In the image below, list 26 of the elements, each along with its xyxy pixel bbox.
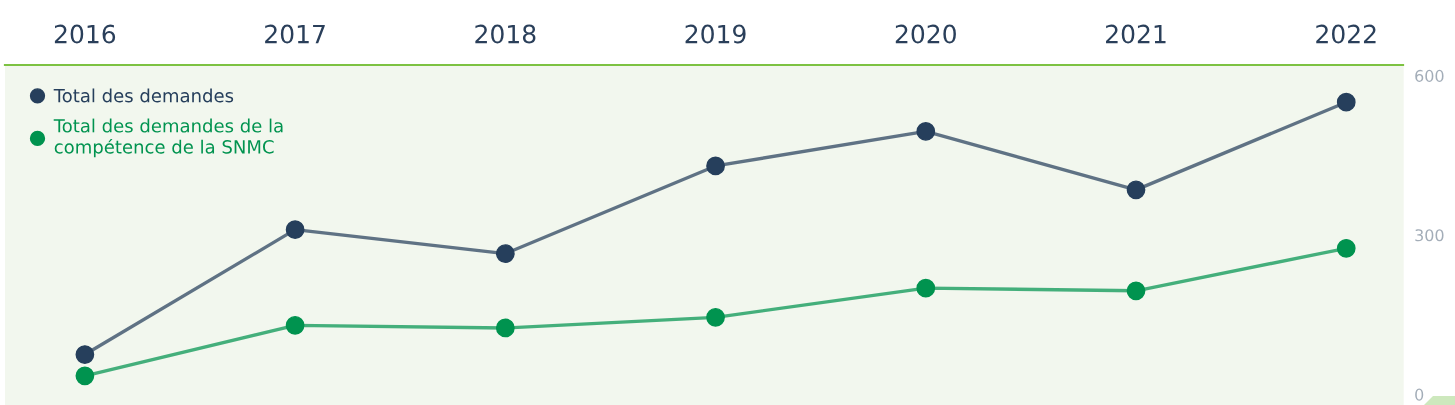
point: [1336, 238, 1356, 258]
point: [285, 220, 305, 240]
point: [285, 315, 305, 335]
legend-label: Total des demandes de la compétence de la SNMC: [53, 118, 283, 158]
point: [75, 366, 95, 386]
y-tick-label: 300: [1415, 229, 1444, 242]
point: [75, 345, 95, 364]
point: [916, 122, 936, 141]
point: [706, 307, 725, 327]
legend-label: Total des demandes: [53, 88, 234, 103]
point: [495, 244, 515, 263]
y-tick-label: 0: [1415, 388, 1424, 401]
x-tick-label: 2021: [1106, 24, 1166, 44]
point: [1126, 180, 1146, 200]
x-tick-label: 2019: [685, 24, 746, 44]
x-tick-label: 2020: [895, 24, 956, 44]
point: [1126, 281, 1146, 301]
point: [916, 278, 936, 298]
point: [706, 156, 725, 176]
x-tick-label: 2018: [475, 24, 536, 44]
x-tick-label: 2016: [54, 24, 116, 44]
y-tick-label: 600: [1415, 69, 1444, 82]
x-tick-label: 2017: [265, 24, 325, 44]
point: [495, 318, 515, 338]
x-tick-label: 2022: [1316, 24, 1376, 44]
point: [1336, 92, 1356, 112]
